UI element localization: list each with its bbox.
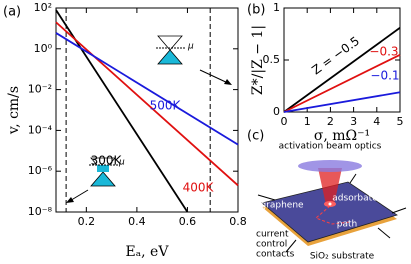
contact: [285, 239, 297, 253]
plot-frame: [283, 7, 401, 113]
graphene-label: graphene: [260, 201, 304, 211]
path-line: [315, 205, 351, 225]
contact: [349, 173, 357, 184]
series-label: 300K: [91, 154, 123, 168]
x-tick-label: 4: [373, 115, 380, 128]
series-label: Z = −0.5: [309, 34, 362, 78]
contacts-label: control: [256, 240, 287, 250]
x-tick-label: 2: [327, 115, 334, 128]
series-line: [55, 9, 189, 213]
series-line: [55, 21, 239, 187]
series-label: −0.3: [369, 45, 398, 59]
beam-optics: [298, 160, 362, 172]
series-label: −0.1: [370, 69, 399, 83]
y-tick-label: 10⁻²: [28, 83, 52, 96]
x-axis-label: σ, mΩ⁻¹: [314, 128, 370, 144]
x-tick-label: 1: [304, 115, 311, 128]
x-tick-label: 0: [281, 115, 288, 128]
x-tick-label: 0.8: [229, 215, 247, 228]
adsorbate-label: adsorbate: [332, 194, 378, 204]
cone-icon: μ: [156, 35, 232, 85]
plot-frame: [55, 7, 239, 213]
contact: [257, 194, 276, 201]
x-tick-label: 0.4: [128, 215, 146, 228]
adsorbate-dot: [328, 202, 332, 206]
series-line: [55, 32, 239, 146]
y-tick-label: 10⁻⁴: [28, 123, 53, 136]
x-axis-label: Eₐ, eV: [126, 244, 170, 260]
series-line: [283, 53, 401, 113]
beam: [318, 168, 342, 205]
mu-label: μ: [187, 42, 194, 52]
contact: [377, 227, 391, 239]
panel-label: (a): [3, 5, 21, 20]
y-tick-label: 1: [273, 1, 280, 14]
contact: [391, 207, 407, 214]
series-line: [283, 27, 401, 113]
mu-label: μ: [118, 158, 125, 168]
x-tick-label: 0.2: [78, 215, 96, 228]
series-label: 500K: [150, 99, 182, 113]
y-tick-label: 10²: [34, 1, 52, 14]
diagram: (c) activation beam optics graphene adso…: [247, 129, 407, 262]
panel-label: (c): [247, 129, 264, 144]
contacts-label: contacts: [256, 250, 295, 260]
y-tick-label: 10⁻⁸: [28, 205, 53, 218]
y-tick-label: 0: [273, 105, 280, 118]
graphene-sheet: [261, 181, 398, 243]
series-line: [283, 91, 401, 113]
x-tick-label: 3: [350, 115, 357, 128]
y-tick-label: 10⁻⁶: [28, 164, 53, 177]
y-axis-label: v, cm/s: [6, 86, 22, 135]
y-tick-label: 0.5: [263, 53, 281, 66]
panel-label: (b): [247, 3, 265, 18]
cone-icon: μ: [66, 158, 125, 203]
series-label: 400K: [183, 181, 215, 195]
y-axis-label: Z*/|Z − 1|: [250, 25, 266, 95]
x-tick-label: 5: [397, 115, 404, 128]
path-label: path: [337, 220, 357, 230]
beam-label: activation beam optics: [279, 142, 382, 152]
substrate-label: SiO₂ substrate: [310, 252, 375, 262]
x-tick-label: 0.6: [179, 215, 197, 228]
contacts-label: current: [256, 230, 289, 240]
y-tick-label: 10⁰: [34, 42, 53, 55]
